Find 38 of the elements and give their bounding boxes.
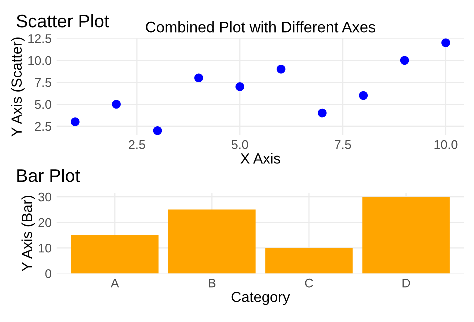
x-tick-label: 10.0 — [434, 140, 458, 150]
y-tick-label: 5.0 — [35, 100, 52, 110]
x-axis-title: Category — [232, 292, 290, 306]
point — [236, 82, 245, 92]
y-axis-title: Y Axis (Bar) — [22, 196, 36, 272]
point — [276, 64, 286, 74]
y-tick-label: 7.5 — [35, 78, 52, 88]
point — [112, 100, 121, 109]
y-tick-label: 2.5 — [35, 122, 52, 132]
x-tick-label: 7.5 — [335, 140, 352, 150]
x-tick-label: A — [110, 279, 120, 288]
point — [442, 38, 450, 48]
y-tick-label: 12.5 — [28, 34, 52, 44]
bar — [168, 210, 256, 274]
chart-title: Bar Plot — [18, 169, 80, 182]
y-tick-label: 20 — [38, 218, 52, 228]
x-tick-label: C — [305, 278, 314, 288]
x-tick-label: 2.5 — [129, 140, 146, 150]
x-tick-label: 5.0 — [232, 140, 248, 150]
point — [71, 118, 80, 126]
point — [359, 91, 368, 100]
y-axis-title: Y Axis (Scatter) — [11, 38, 25, 137]
chart-title: Scatter Plot — [16, 14, 110, 28]
x-tick-label: B — [209, 279, 216, 288]
chart-subtitle: Combined Plot with Different Axes — [146, 22, 376, 33]
y-tick-label: 0 — [46, 270, 52, 278]
point — [194, 74, 204, 83]
x-axis-title: X Axis — [240, 153, 280, 164]
x-tick-label: D — [402, 279, 410, 288]
bar — [71, 235, 159, 274]
y-tick-label: 10 — [39, 244, 52, 253]
point — [318, 108, 327, 118]
bar — [362, 197, 450, 274]
bar — [266, 248, 353, 274]
point — [400, 56, 410, 65]
y-tick-label: 10.0 — [28, 56, 52, 66]
point — [153, 126, 162, 136]
y-tick-label: 30 — [38, 192, 52, 202]
